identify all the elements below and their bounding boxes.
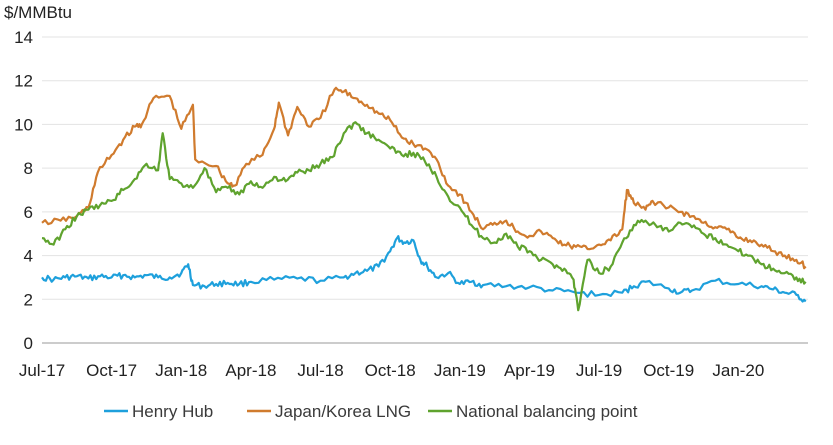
legend-label: Henry Hub: [132, 402, 213, 421]
gridlines: [42, 36, 808, 300]
series-line-japan-korea-lng: [41, 86, 807, 270]
series-line-henry-hub: [41, 235, 807, 303]
x-tick-label: Oct-19: [643, 361, 694, 380]
x-tick-label: Jul-17: [19, 361, 65, 380]
x-axis-ticks: Jul-17 Oct-17 Jan-18 Apr-18 Jul-18 Oct-18 Jan-…: [19, 361, 765, 380]
x-tick-label: Oct-18: [365, 361, 416, 380]
y-tick-label: 10: [14, 115, 33, 134]
series-line-national-balancing-point: [41, 121, 807, 312]
x-tick-label: Jul-19: [576, 361, 622, 380]
legend-label: National balancing point: [456, 402, 638, 421]
y-tick-label: 14: [14, 28, 33, 47]
y-tick-label: 8: [24, 159, 33, 178]
y-axis-unit-label: $/MMBtu: [4, 3, 72, 22]
x-tick-label: Jan-19: [434, 361, 486, 380]
y-tick-label: 4: [24, 247, 33, 266]
x-tick-label: Apr-19: [504, 361, 555, 380]
y-tick-label: 12: [14, 72, 33, 91]
y-axis-ticks: 0 2 4 6 8 10 12 14: [14, 28, 33, 353]
y-tick-label: 0: [24, 334, 33, 353]
series-lines: [41, 86, 807, 312]
legend-label: Japan/Korea LNG: [275, 402, 411, 421]
x-tick-label: Apr-18: [225, 361, 276, 380]
x-tick-label: Oct-17: [86, 361, 137, 380]
legend: Henry Hub Japan/Korea LNG National balanci…: [104, 402, 638, 421]
y-tick-label: 2: [24, 290, 33, 309]
x-tick-label: Jan-18: [155, 361, 207, 380]
y-tick-label: 6: [24, 203, 33, 222]
x-tick-label: Jan-20: [712, 361, 764, 380]
x-tick-label: Jul-18: [297, 361, 343, 380]
